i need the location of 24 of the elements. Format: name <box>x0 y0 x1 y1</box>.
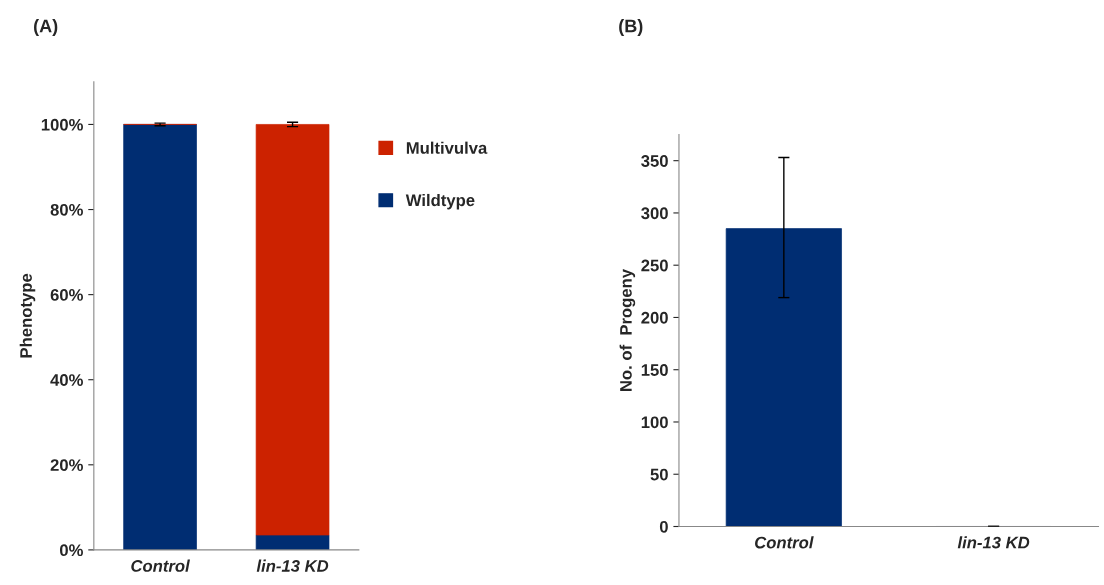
y-tick-label: 150 <box>641 364 668 376</box>
y-axis-title: Phenotype <box>19 273 36 358</box>
x-tick-label: Control <box>131 559 190 572</box>
legend-label: Wildtype <box>405 193 475 210</box>
y-axis-title: No. of Progeny <box>619 269 636 391</box>
y-tick-label: 250 <box>641 259 668 272</box>
y-tick-label: 100 <box>641 416 668 429</box>
chart-title: (B) <box>619 19 643 36</box>
chart-title: (A) <box>34 19 58 36</box>
legend-label: Multivulva <box>406 141 488 154</box>
y-tick-label: 0 <box>659 520 668 533</box>
y-tick-label: 80% <box>50 203 83 216</box>
x-tick-label: lin-13 KD <box>256 559 329 572</box>
y-tick-label: 300 <box>641 207 668 220</box>
y-tick-label: 0% <box>59 544 83 557</box>
y-tick-label: 350 <box>641 155 668 167</box>
y-tick-label: 20% <box>50 459 83 472</box>
y-tick-label: 40% <box>50 374 83 386</box>
x-tick-label: lin-13 KD <box>957 536 1030 549</box>
y-tick-label: 50 <box>650 468 668 481</box>
y-tick-label: 100% <box>41 118 83 131</box>
y-tick-label: 200 <box>641 311 668 324</box>
x-tick-label: Control <box>755 536 814 549</box>
y-tick-label: 60% <box>50 289 83 301</box>
